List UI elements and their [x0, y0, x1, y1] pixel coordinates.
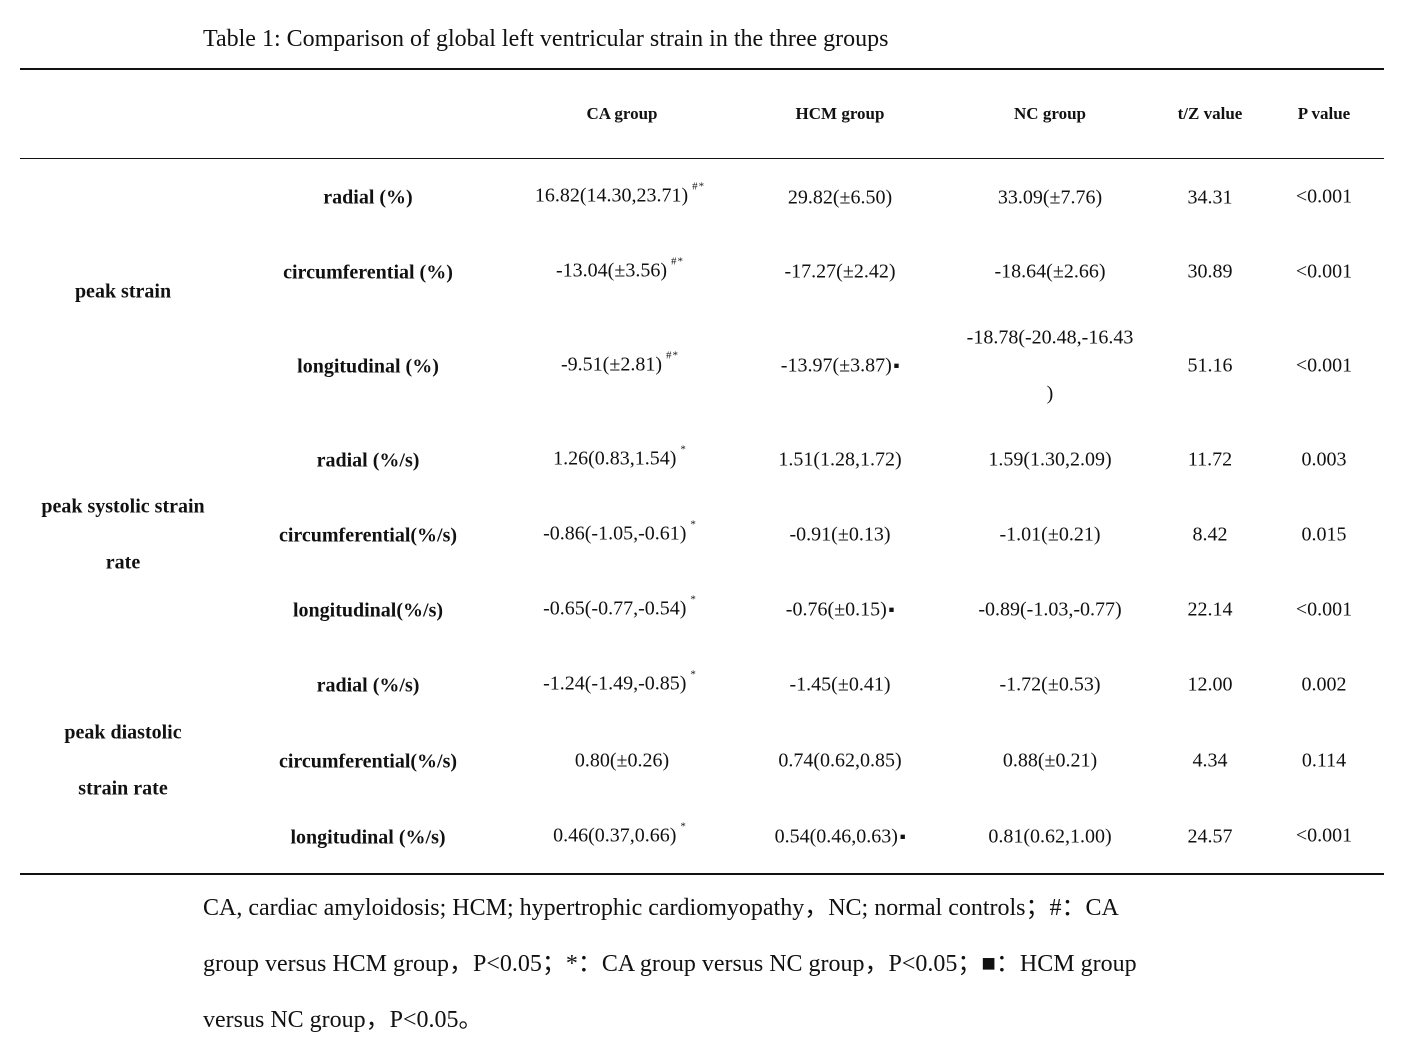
- cell-tz: 51.16: [1187, 354, 1233, 377]
- cell-hcm: -17.27(±2.42): [784, 260, 896, 283]
- footnote-line-2: group versus HCM group，P<0.05；*：CA group…: [203, 951, 1137, 977]
- cell-tz: 11.72: [1187, 448, 1233, 471]
- row-metric: circumferential (%): [283, 261, 453, 284]
- cell-tz: 34.31: [1187, 186, 1233, 209]
- cell-ca: -9.51(±2.81) #*: [561, 349, 679, 376]
- cell-tz: 8.42: [1192, 523, 1228, 546]
- cell-hcm: 0.74(0.62,0.85): [778, 749, 902, 772]
- significance-mark: *: [680, 820, 687, 833]
- cell-ca: -1.24(-1.49,-0.85) *: [543, 668, 697, 695]
- significance-mark: #*: [692, 180, 706, 193]
- significance-mark: *: [690, 593, 697, 606]
- cell-p: 0.114: [1301, 749, 1347, 772]
- square-mark: ■: [888, 604, 895, 615]
- significance-mark: *: [690, 668, 697, 681]
- square-mark: ■: [893, 360, 900, 371]
- cell-tz: 22.14: [1187, 598, 1233, 621]
- row-metric: radial (%/s): [316, 674, 420, 697]
- group-label-peak-systolic-line2: rate: [105, 551, 141, 574]
- cell-nc: -1.72(±0.53): [999, 673, 1101, 696]
- square-mark: ■: [899, 831, 906, 842]
- group-label-peak-diastolic-line2: strain rate: [78, 777, 168, 800]
- header-tz-value: t/Z value: [1177, 104, 1243, 123]
- row-metric: radial (%): [323, 186, 413, 209]
- cell-nc: -18.64(±2.66): [994, 260, 1106, 283]
- cell-tz: 12.00: [1187, 673, 1233, 696]
- cell-nc: -1.01(±0.21): [999, 523, 1101, 546]
- row-metric: circumferential(%/s): [278, 524, 458, 547]
- table-caption: Table 1: Comparison of global left ventr…: [203, 26, 889, 52]
- footnote-line-3: versus NC group，P<0.05。: [203, 1007, 483, 1033]
- cell-nc-continued: ): [1046, 382, 1054, 405]
- cell-p: <0.001: [1295, 598, 1353, 621]
- cell-nc: 1.59(1.30,2.09): [988, 448, 1112, 471]
- cell-ca: 0.80(±0.26): [574, 749, 670, 772]
- cell-nc: -0.89(-1.03,-0.77): [978, 598, 1122, 621]
- header-nc-group: NC group: [1014, 104, 1086, 123]
- cell-nc: 33.09(±7.76): [997, 186, 1103, 209]
- group-label-peak-strain: peak strain: [74, 280, 172, 303]
- header-ca-group: CA group: [586, 104, 658, 123]
- table-footnote: CA, cardiac amyloidosis; HCM; hypertroph…: [203, 880, 1213, 1048]
- cell-nc: 0.81(0.62,1.00): [988, 825, 1112, 848]
- cell-hcm: -13.97(±3.87) ■: [780, 354, 900, 377]
- cell-hcm: 29.82(±6.50): [787, 186, 893, 209]
- cell-ca: -0.86(-1.05,-0.61) *: [543, 518, 697, 545]
- row-metric: longitudinal (%): [297, 355, 439, 378]
- cell-nc: -18.78(-20.48,-16.43: [966, 326, 1134, 349]
- cell-p: 0.002: [1301, 673, 1347, 696]
- header-hcm-group: HCM group: [795, 104, 885, 123]
- group-label-peak-systolic-line1: peak systolic strain: [41, 495, 205, 518]
- significance-mark: *: [690, 518, 697, 531]
- cell-p: <0.001: [1295, 185, 1353, 208]
- cell-ca: 1.26(0.83,1.54) *: [553, 443, 687, 470]
- table-bottom-rule: [20, 873, 1384, 875]
- cell-hcm: 1.51(1.28,1.72): [778, 448, 902, 471]
- cell-hcm: -0.76(±0.15) ■: [785, 598, 895, 621]
- cell-p: 0.003: [1301, 448, 1347, 471]
- cell-hcm: -0.91(±0.13): [789, 523, 891, 546]
- significance-mark: #*: [670, 255, 684, 268]
- cell-nc: 0.88(±0.21): [1002, 749, 1098, 772]
- row-metric: circumferential(%/s): [278, 750, 458, 773]
- table-top-rule: [20, 68, 1384, 70]
- cell-hcm: 0.54(0.46,0.63) ■: [774, 825, 906, 848]
- row-metric: longitudinal (%/s): [290, 826, 446, 849]
- cell-p: 0.015: [1301, 523, 1347, 546]
- group-label-peak-diastolic-line1: peak diastolic: [64, 721, 182, 744]
- cell-tz: 24.57: [1187, 825, 1233, 848]
- significance-mark: #*: [665, 349, 679, 362]
- significance-mark: *: [680, 443, 687, 456]
- cell-p: <0.001: [1295, 354, 1353, 377]
- cell-ca: -0.65(-0.77,-0.54) *: [543, 593, 697, 620]
- cell-tz: 30.89: [1187, 260, 1233, 283]
- cell-tz: 4.34: [1192, 749, 1228, 772]
- row-metric: radial (%/s): [316, 449, 420, 472]
- row-metric: longitudinal(%/s): [292, 599, 444, 622]
- cell-p: <0.001: [1295, 260, 1353, 283]
- cell-p: <0.001: [1295, 824, 1353, 847]
- footnote-line-1: CA, cardiac amyloidosis; HCM; hypertroph…: [203, 895, 1119, 921]
- cell-ca: 0.46(0.37,0.66) *: [553, 820, 687, 847]
- cell-hcm: -1.45(±0.41): [789, 673, 891, 696]
- header-p-value: P value: [1297, 104, 1351, 123]
- table-header-rule: [20, 158, 1384, 159]
- cell-ca: 16.82(14.30,23.71) #*: [534, 180, 706, 207]
- cell-ca: -13.04(±3.56) #*: [556, 255, 684, 282]
